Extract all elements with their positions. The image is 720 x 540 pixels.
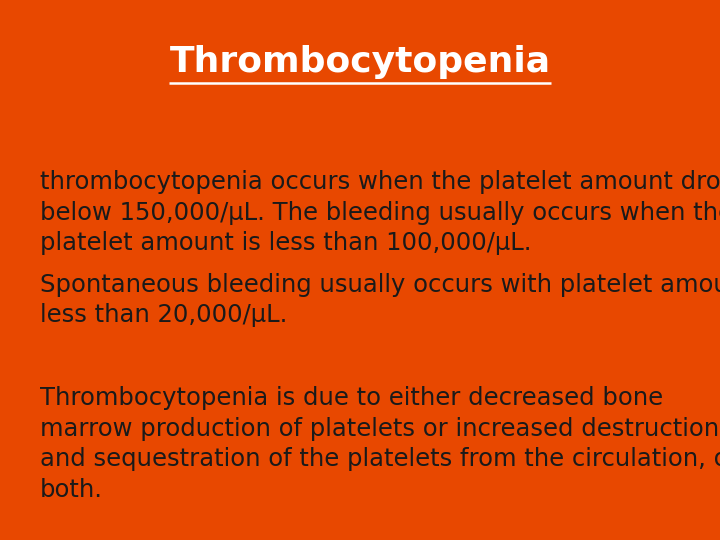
Text: Spontaneous bleeding usually occurs with platelet amount
less than 20,000/μL.: Spontaneous bleeding usually occurs with… [40, 273, 720, 327]
Text: Thrombocytopenia is due to either decreased bone
marrow production of platelets : Thrombocytopenia is due to either decrea… [40, 386, 720, 502]
Text: Thrombocytopenia: Thrombocytopenia [169, 45, 551, 79]
Text: thrombocytopenia occurs when the platelet amount drops
below 150,000/μL. The ble: thrombocytopenia occurs when the platele… [40, 170, 720, 255]
